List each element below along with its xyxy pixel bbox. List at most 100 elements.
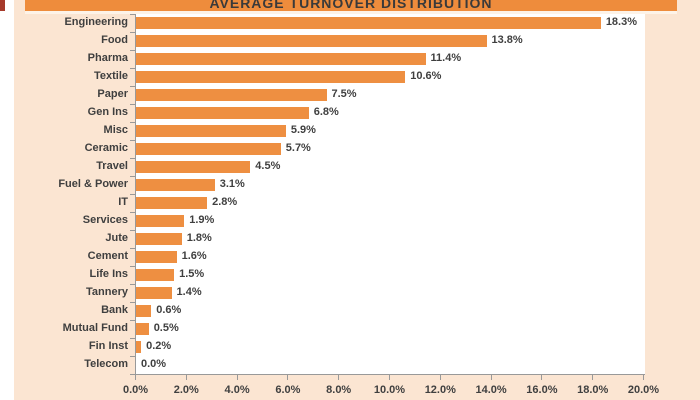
y-axis-tick [130, 248, 136, 249]
category-label: Engineering [64, 16, 128, 28]
category-label: Fin Inst [88, 340, 128, 352]
category-label: Ceramic [84, 142, 128, 154]
plot-area [135, 14, 645, 375]
bar [136, 251, 177, 263]
x-axis-tick-label: 0.0% [122, 384, 149, 396]
category-label: Mutual Fund [62, 322, 128, 334]
x-axis-tick-label: 8.0% [326, 384, 352, 396]
x-axis-tick-label: 10.0% [373, 384, 406, 396]
x-axis-tick [541, 375, 543, 380]
x-axis-tick [389, 375, 390, 380]
y-axis-tick [130, 302, 136, 303]
y-axis-tick [130, 374, 136, 375]
bar [136, 35, 487, 47]
value-label: 1.4% [176, 286, 202, 298]
x-axis-tick-label: 4.0% [224, 384, 250, 396]
y-axis-tick [130, 176, 136, 177]
category-label: Misc [103, 124, 128, 136]
chart-panel: AVERAGE TURNOVER DISTRIBUTION Engineerin… [14, 0, 700, 400]
y-axis-tick [130, 50, 136, 51]
x-axis-tick [338, 375, 340, 380]
category-label: Tannery [86, 286, 128, 298]
value-label: 0.2% [146, 340, 172, 352]
value-label: 18.3% [605, 16, 638, 28]
chart-title: AVERAGE TURNOVER DISTRIBUTION [209, 0, 493, 11]
y-axis-tick [130, 194, 136, 195]
y-axis-tick [130, 122, 136, 123]
value-label: 0.5% [153, 322, 179, 334]
y-axis-tick [130, 230, 136, 231]
value-label: 1.6% [181, 250, 207, 262]
category-label: Cement [87, 250, 128, 262]
bar [136, 197, 208, 209]
bar [136, 269, 175, 281]
category-label: Services [82, 214, 128, 226]
bar [136, 89, 327, 101]
y-axis-tick [130, 320, 136, 321]
bar [136, 143, 281, 155]
x-axis-tick-label: 16.0% [526, 384, 558, 396]
bar [136, 179, 215, 191]
value-label: 1.9% [189, 214, 215, 226]
value-label: 10.6% [410, 70, 442, 82]
x-axis-tick [592, 375, 594, 380]
category-label: Gen Ins [87, 106, 128, 118]
bar [136, 71, 406, 83]
bar [136, 53, 426, 65]
y-axis-tick [130, 266, 136, 267]
x-axis-tick [287, 375, 289, 380]
x-axis-tick [236, 375, 238, 380]
category-label: Fuel & Power [58, 178, 128, 190]
bar [136, 17, 601, 29]
y-axis-tick [130, 32, 136, 33]
y-axis-tick [130, 104, 136, 105]
left-edge-accent [0, 0, 5, 11]
value-label: 0.6% [156, 304, 182, 316]
value-label: 2.8% [212, 196, 238, 208]
value-label: 5.7% [285, 142, 311, 154]
category-label: Food [101, 34, 128, 46]
y-axis-tick [130, 356, 136, 357]
category-label: Paper [97, 88, 128, 100]
x-axis-tick [135, 375, 136, 380]
value-label: 7.5% [331, 88, 357, 100]
value-label: 3.1% [219, 178, 245, 190]
category-label: Textile [93, 70, 128, 82]
y-axis-tick [130, 68, 136, 69]
category-label: IT [118, 196, 128, 208]
chart-title-banner: AVERAGE TURNOVER DISTRIBUTION [25, 0, 677, 11]
y-axis-tick [130, 338, 136, 339]
x-axis-tick-label: 20.0% [627, 384, 660, 396]
value-label: 6.8% [313, 106, 339, 118]
bar [136, 233, 182, 245]
x-axis-tick-label: 12.0% [424, 384, 456, 396]
value-label: 13.8% [491, 34, 523, 46]
bar [136, 305, 152, 317]
value-label: 1.5% [179, 268, 205, 280]
bar [136, 341, 142, 353]
x-axis-tick [643, 375, 644, 380]
y-axis-tick [130, 140, 136, 141]
value-label: 4.5% [255, 160, 281, 172]
category-label: Jute [105, 232, 128, 244]
bar [136, 323, 149, 335]
y-axis-tick [130, 158, 136, 159]
y-axis-tick [130, 284, 136, 285]
category-label: Telecom [84, 358, 128, 370]
value-label: 1.8% [186, 232, 212, 244]
x-axis-tick-label: 2.0% [173, 384, 199, 396]
x-axis-tick [185, 375, 187, 380]
y-axis-tick [130, 212, 136, 213]
bar [136, 287, 172, 299]
category-label: Pharma [87, 52, 128, 64]
bar [136, 107, 309, 119]
y-axis-tick [130, 14, 136, 15]
value-label: 5.9% [290, 124, 316, 136]
x-axis-tick [439, 375, 441, 380]
bar [136, 215, 185, 227]
category-label: Life Ins [89, 268, 128, 280]
x-axis-tick-label: 18.0% [577, 384, 609, 396]
x-axis-tick-label: 6.0% [275, 384, 301, 396]
bar [136, 161, 251, 173]
